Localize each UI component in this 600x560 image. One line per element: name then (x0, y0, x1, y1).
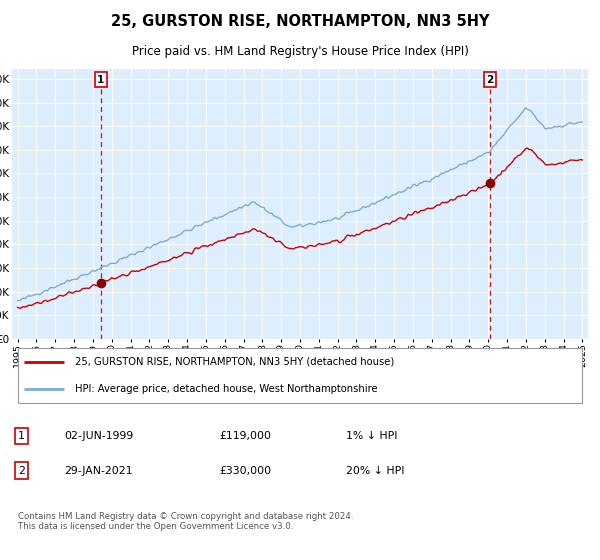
Text: 1: 1 (18, 431, 25, 441)
Text: 1% ↓ HPI: 1% ↓ HPI (346, 431, 398, 441)
Text: 1: 1 (97, 75, 104, 85)
Text: 29-JAN-2021: 29-JAN-2021 (64, 465, 133, 475)
Text: £330,000: £330,000 (220, 465, 271, 475)
FancyBboxPatch shape (18, 348, 582, 403)
Text: 2: 2 (486, 75, 493, 85)
Text: 25, GURSTON RISE, NORTHAMPTON, NN3 5HY (detached house): 25, GURSTON RISE, NORTHAMPTON, NN3 5HY (… (76, 357, 395, 366)
Text: 25, GURSTON RISE, NORTHAMPTON, NN3 5HY: 25, GURSTON RISE, NORTHAMPTON, NN3 5HY (111, 14, 489, 29)
Text: Price paid vs. HM Land Registry's House Price Index (HPI): Price paid vs. HM Land Registry's House … (131, 45, 469, 58)
Text: Contains HM Land Registry data © Crown copyright and database right 2024.
This d: Contains HM Land Registry data © Crown c… (18, 512, 353, 531)
Text: 2: 2 (18, 465, 25, 475)
Text: HPI: Average price, detached house, West Northamptonshire: HPI: Average price, detached house, West… (76, 384, 378, 394)
Text: 20% ↓ HPI: 20% ↓ HPI (346, 465, 404, 475)
Text: £119,000: £119,000 (220, 431, 271, 441)
Text: 02-JUN-1999: 02-JUN-1999 (64, 431, 133, 441)
